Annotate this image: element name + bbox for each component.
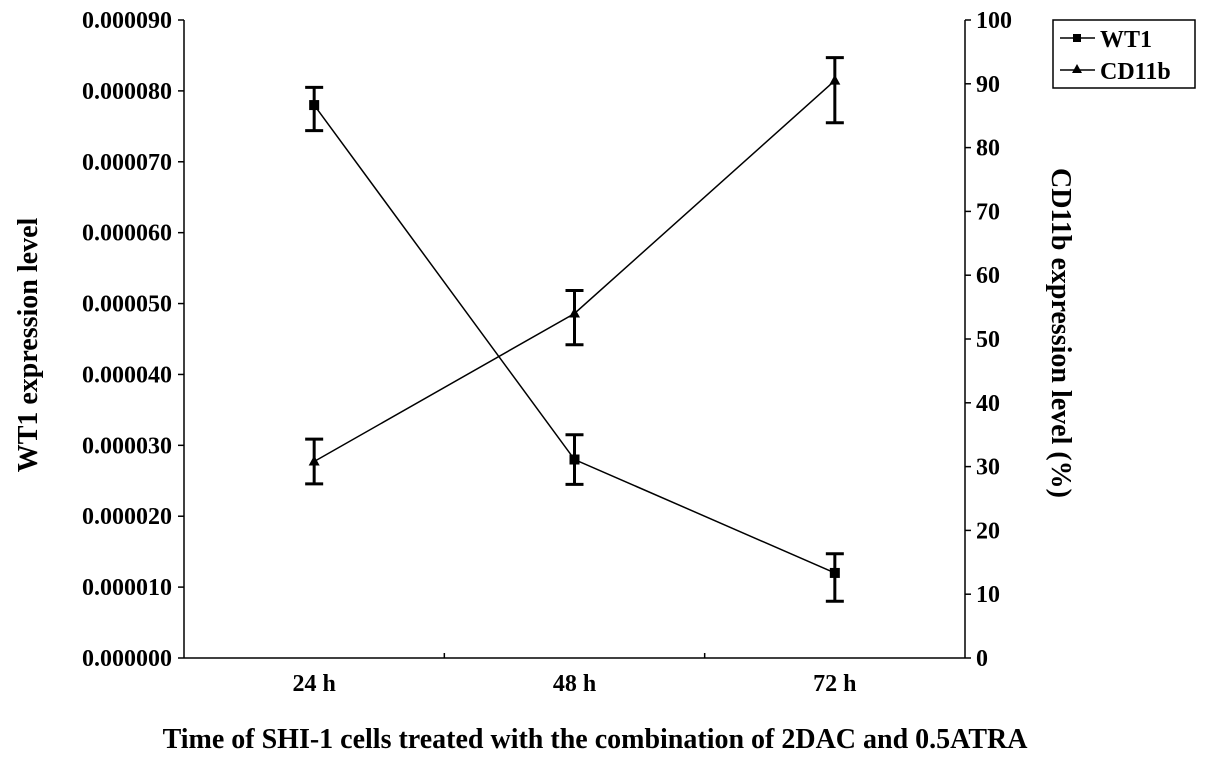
series-wt1-point xyxy=(829,567,840,578)
x-axis-title: Time of SHI-1 cells treated with the com… xyxy=(163,724,1029,755)
right-tick-label: 90 xyxy=(976,72,1000,98)
legend-label-wt1: WT1 xyxy=(1100,27,1152,53)
legend-marker-cd11b xyxy=(1072,64,1082,73)
legend-box xyxy=(1052,19,1196,89)
series-cd11b xyxy=(305,56,844,486)
series-cd11b-error-bar xyxy=(565,289,584,347)
right-tick-label: 0 xyxy=(976,646,988,672)
right-tick-label: 50 xyxy=(976,327,1000,353)
right-axis-title: CD11b expression level (%) xyxy=(1045,168,1076,498)
right-tick-label: 20 xyxy=(976,518,1000,544)
series-cd11b-line xyxy=(313,80,836,463)
x-tick-label: 72 h xyxy=(813,671,856,697)
left-tick-label: 0.000090 xyxy=(82,8,172,34)
left-tick-label: 0.000030 xyxy=(82,433,172,459)
right-tick-label: 60 xyxy=(976,263,1000,289)
series-cd11b-error-bar xyxy=(825,56,844,125)
left-tick-label: 0.000010 xyxy=(82,575,172,601)
right-tick-label: 30 xyxy=(976,455,1000,481)
series-layer xyxy=(305,56,844,603)
series-wt1 xyxy=(305,85,844,603)
series-wt1-point xyxy=(569,454,580,465)
x-tick-label: 24 h xyxy=(292,671,335,697)
left-tick-label: 0.000020 xyxy=(82,504,172,530)
x-tick-label: 48 h xyxy=(553,671,596,697)
left-axis-title: WT1 expression level xyxy=(13,217,44,472)
left-tick-label: 0.000040 xyxy=(82,362,172,388)
left-tick-label: 0.000070 xyxy=(82,150,172,176)
right-tick-label: 70 xyxy=(976,199,1000,225)
left-tick-label: 0.000080 xyxy=(82,79,172,105)
left-tick-label: 0.000060 xyxy=(82,221,172,247)
right-tick-label: 40 xyxy=(976,391,1000,417)
x-axis-ticks: 24 h 48 h 72 h xyxy=(292,653,857,697)
right-tick-label: 80 xyxy=(976,136,1000,162)
legend: WT1 CD11b xyxy=(1052,19,1196,89)
series-cd11b-point xyxy=(569,307,580,318)
legend-marker-wt1 xyxy=(1073,34,1081,42)
series-cd11b-point xyxy=(308,455,320,466)
left-axis-ticks: 0.000000 0.000010 0.000020 0.000030 0.000040… xyxy=(82,8,184,672)
series-cd11b-point xyxy=(829,74,841,85)
left-tick-label: 0.000050 xyxy=(82,292,172,318)
right-tick-label: 10 xyxy=(976,582,1000,608)
left-tick-label: 0.000000 xyxy=(82,646,172,672)
legend-label-cd11b: CD11b xyxy=(1100,59,1171,85)
right-axis-ticks: 0 10 20 30 40 50 60 70 80 90 100 xyxy=(965,8,1012,672)
series-wt1-point xyxy=(309,100,320,111)
right-tick-label: 100 xyxy=(976,8,1012,34)
